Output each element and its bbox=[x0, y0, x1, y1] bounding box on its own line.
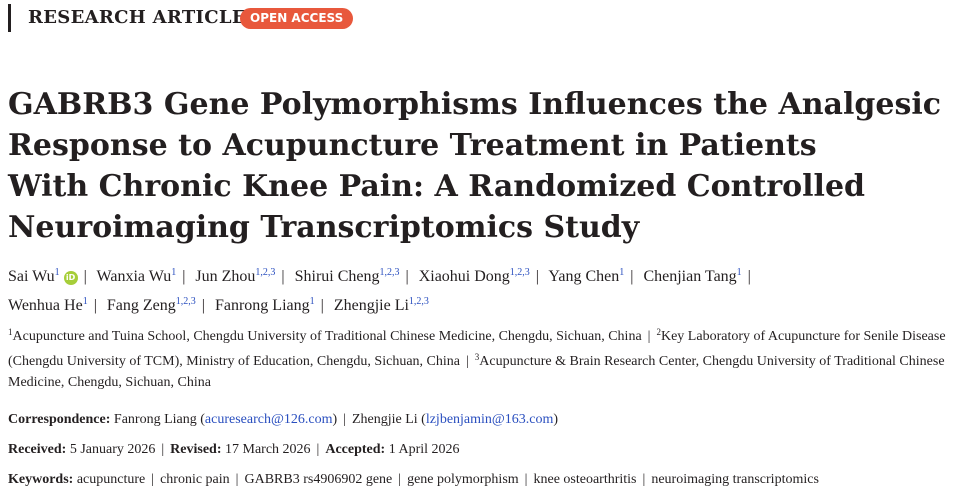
author-name[interactable]: Xiaohui Dong1,2,3 bbox=[418, 267, 530, 285]
affiliation-text: Key Laboratory of Acupuncture for Senile… bbox=[8, 329, 946, 369]
keyword: chronic pain bbox=[160, 472, 230, 487]
affiliations: 1Acupuncture and Tuina School, Chengdu U… bbox=[8, 327, 946, 390]
author-name[interactable]: Sai Wu1 bbox=[8, 267, 60, 285]
title-line: Response to Acupuncture Treatment in Pat… bbox=[8, 128, 817, 163]
orcid-icon[interactable]: iD bbox=[63, 271, 78, 285]
author-list: Sai Wu1 iD | Wanxia Wu1 | Jun Zhou1,2,3 | Sh… bbox=[8, 260, 948, 318]
email-link[interactable]: acuresearch@126.com bbox=[204, 412, 333, 427]
author-name[interactable]: Yang Chen1 bbox=[548, 267, 625, 285]
article-title: GABRB3 Gene Polymorphisms Influences the… bbox=[8, 84, 948, 248]
open-access-badge[interactable]: OPEN ACCESS bbox=[240, 8, 354, 29]
keywords-label: Keywords: bbox=[8, 472, 74, 487]
author-name[interactable]: Fang Zeng1,2,3 bbox=[106, 296, 196, 314]
dates-line: Received: 5 January 2026 | Revised: 17 Mar… bbox=[8, 442, 460, 457]
received-label: Received: bbox=[8, 442, 67, 457]
revised-label: Revised: bbox=[170, 442, 222, 457]
email-link[interactable]: lzjbenjamin@163.com bbox=[425, 412, 554, 427]
title-line: Neuroimaging Transcriptomics Study bbox=[8, 210, 640, 245]
accepted-label: Accepted: bbox=[325, 442, 386, 457]
author-name[interactable]: Shirui Cheng1,2,3 bbox=[294, 267, 400, 285]
affiliation-text: Acupuncture & Brain Research Center, Che… bbox=[8, 354, 945, 390]
article-type-label: RESEARCH ARTICLE bbox=[28, 7, 246, 28]
title-line: GABRB3 Gene Polymorphisms Influences the… bbox=[8, 87, 942, 122]
keyword: neuroimaging transcriptomics bbox=[651, 472, 819, 487]
correspondence-label: Correspondence: bbox=[8, 412, 111, 427]
author-line-1: Sai Wu1 iD | Wanxia Wu1 | Jun Zhou1,2,3 | Sh… bbox=[8, 267, 751, 285]
author-name[interactable]: Fanrong Liang1 bbox=[214, 296, 315, 314]
author-line-2: Wenhua He1 | Fang Zeng1,2,3 | Fanrong Lian… bbox=[8, 296, 429, 314]
keywords-line: Keywords: acupuncture | chronic pain | GABRB… bbox=[8, 472, 819, 487]
affiliation-text: Acupuncture and Tuina School, Chengdu Un… bbox=[12, 329, 642, 344]
author-name[interactable]: Wenhua He1 bbox=[8, 296, 88, 314]
title-line: With Chronic Knee Pain: A Randomized Con… bbox=[8, 169, 866, 204]
keyword: acupuncture bbox=[76, 472, 146, 487]
header-accent-bar bbox=[8, 4, 11, 32]
author-name[interactable]: Jun Zhou1,2,3 bbox=[195, 267, 276, 285]
correspondence-line: Correspondence: Fanrong Liang (acuresear… bbox=[8, 412, 559, 427]
keyword: knee osteoarthritis bbox=[533, 472, 637, 487]
author-name[interactable]: Zhengjie Li1,2,3 bbox=[333, 296, 429, 314]
author-name[interactable]: Chenjian Tang1 bbox=[643, 267, 742, 285]
keyword: GABRB3 rs4906902 gene bbox=[244, 472, 393, 487]
keyword: gene polymorphism bbox=[407, 472, 519, 487]
author-name[interactable]: Wanxia Wu1 bbox=[96, 267, 177, 285]
